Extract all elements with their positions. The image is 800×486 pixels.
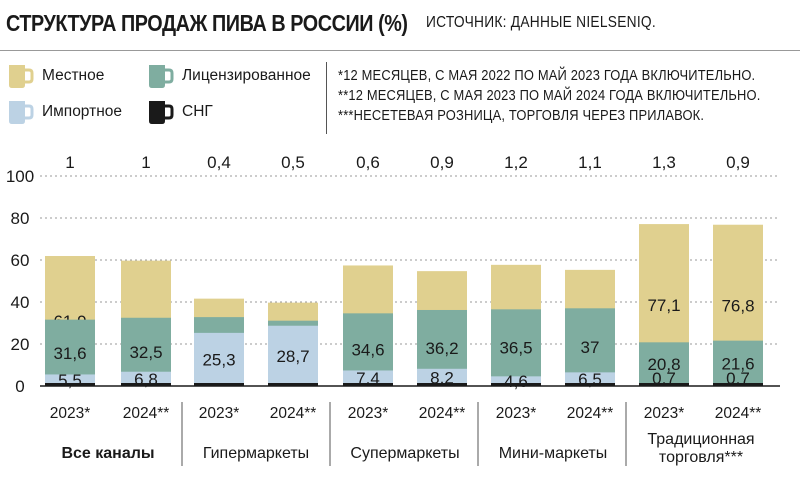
mug-icon [149, 65, 174, 88]
value-label: 77,1 [647, 296, 680, 315]
legend-divider [326, 62, 327, 134]
value-label: 36,2 [425, 339, 458, 358]
bar-segment [639, 342, 689, 386]
value-label: 1 [141, 153, 150, 172]
value-label: 34,6 [351, 341, 384, 360]
bar-segment [268, 383, 318, 386]
footnote: ***НЕСЕТЕВАЯ РОЗНИЦА, ТОРГОВЛЯ ЧЕРЕЗ ПРИ… [338, 107, 705, 124]
legend-item-licensed: Лицензированное [146, 62, 311, 90]
bar-segment [343, 370, 393, 386]
bar-segment [343, 383, 393, 386]
value-label: 8,2 [430, 368, 454, 387]
bar-segment [491, 309, 541, 386]
y-tick-label: 0 [15, 377, 24, 396]
bar-segment [194, 383, 244, 386]
value-label: 76,8 [721, 296, 754, 315]
value-label: 1 [65, 153, 74, 172]
x-tick-label: 2023* [644, 405, 685, 422]
bar-segment [639, 383, 689, 386]
bar-segment [194, 332, 244, 386]
value-label: 4,6 [504, 372, 528, 391]
header-divider [0, 50, 800, 51]
x-tick-label: 2023* [348, 405, 389, 422]
mug-icon [9, 101, 34, 124]
value-label: 5,5 [58, 371, 82, 390]
bar-segment [417, 383, 467, 386]
bar-segment [565, 383, 615, 386]
group-label: Гипермаркеты [203, 445, 309, 462]
group-label: Мини-маркеты [499, 445, 608, 462]
y-tick-label: 40 [11, 293, 30, 312]
x-tick-label: 2023* [50, 405, 91, 422]
value-label: 0,5 [281, 153, 305, 172]
x-tick-label: 2024** [567, 405, 614, 422]
value-label: 37 [581, 338, 600, 357]
value-label: 32,5 [129, 343, 162, 362]
value-label: 21,6 [721, 354, 754, 373]
footnotes: *12 МЕСЯЦЕВ, С МАЯ 2022 ПО МАЙ 2023 ГОДА… [338, 66, 798, 126]
title-row: СТРУКТУРА ПРОДАЖ ПИВА В РОССИИ (%) ИСТОЧ… [6, 10, 656, 40]
group-label: Супермаркеты [350, 445, 459, 462]
y-tick-label: 60 [11, 251, 30, 270]
value-label: 1,3 [652, 153, 676, 172]
bar-segment [417, 368, 467, 386]
value-label: 1,2 [504, 153, 528, 172]
legend-label: Лицензированное [182, 67, 311, 84]
value-label: 1,1 [578, 153, 602, 172]
x-tick-label: 2024** [270, 405, 317, 422]
chart-title: СТРУКТУРА ПРОДАЖ ПИВА В РОССИИ (%) [6, 10, 408, 36]
value-label: 20,8 [647, 355, 680, 374]
legend-item-local: Местное [6, 62, 104, 90]
value-label: 31,6 [53, 344, 86, 363]
bar-segment [121, 383, 171, 386]
group-label: Традиционная [647, 431, 754, 448]
footnote: **12 МЕСЯЦЕВ, С МАЯ 2023 ПО МАЙ 2024 ГОД… [338, 87, 761, 104]
y-tick-label: 20 [11, 335, 30, 354]
x-tick-label: 2023* [496, 405, 537, 422]
value-label: 25,3 [202, 350, 235, 369]
legend: Местное Лицензированное Импортное СНГ [0, 56, 320, 136]
y-tick-label: 80 [11, 209, 30, 228]
value-label: 36,5 [499, 339, 532, 358]
group-label: торговля*** [659, 449, 743, 466]
source-note: ИСТОЧНИК: ДАННЫЕ NIELSENIQ. [426, 14, 656, 31]
footnote: *12 МЕСЯЦЕВ, С МАЯ 2022 ПО МАЙ 2023 ГОДА… [338, 67, 756, 84]
x-tick-label: 2023* [199, 405, 240, 422]
legend-label: Импортное [42, 103, 122, 120]
bar-segment [268, 325, 318, 386]
bar-segment [121, 371, 171, 386]
legend-label: Местное [42, 67, 105, 84]
bar-segment [713, 383, 763, 386]
x-tick-label: 2024** [715, 405, 762, 422]
mug-icon [149, 101, 174, 124]
legend-label: СНГ [182, 103, 213, 120]
group-label: Все каналы [61, 445, 154, 462]
mug-icon [9, 65, 34, 88]
value-label: 28,7 [276, 347, 309, 366]
bar-segment [491, 383, 541, 386]
chart-canvas: 02040608010061,931,65,5159,732,56,8141,6… [6, 153, 780, 466]
bar-segment [565, 372, 615, 386]
y-tick-label: 100 [6, 167, 34, 186]
x-tick-label: 2024** [419, 405, 466, 422]
bar-segment [713, 340, 763, 386]
bar-segment [45, 374, 95, 386]
value-label: 0,4 [207, 153, 231, 172]
bar-segment [45, 383, 95, 386]
stacked-bar-chart: 02040608010061,931,65,5159,732,56,8141,6… [0, 140, 800, 486]
legend-item-imported: Импортное [6, 98, 122, 126]
x-tick-label: 2024** [123, 405, 170, 422]
value-label: 0,6 [356, 153, 380, 172]
value-label: 0,9 [726, 153, 750, 172]
legend-item-cis: СНГ [146, 98, 213, 126]
bar-segment [491, 376, 541, 386]
value-label: 0,9 [430, 153, 454, 172]
